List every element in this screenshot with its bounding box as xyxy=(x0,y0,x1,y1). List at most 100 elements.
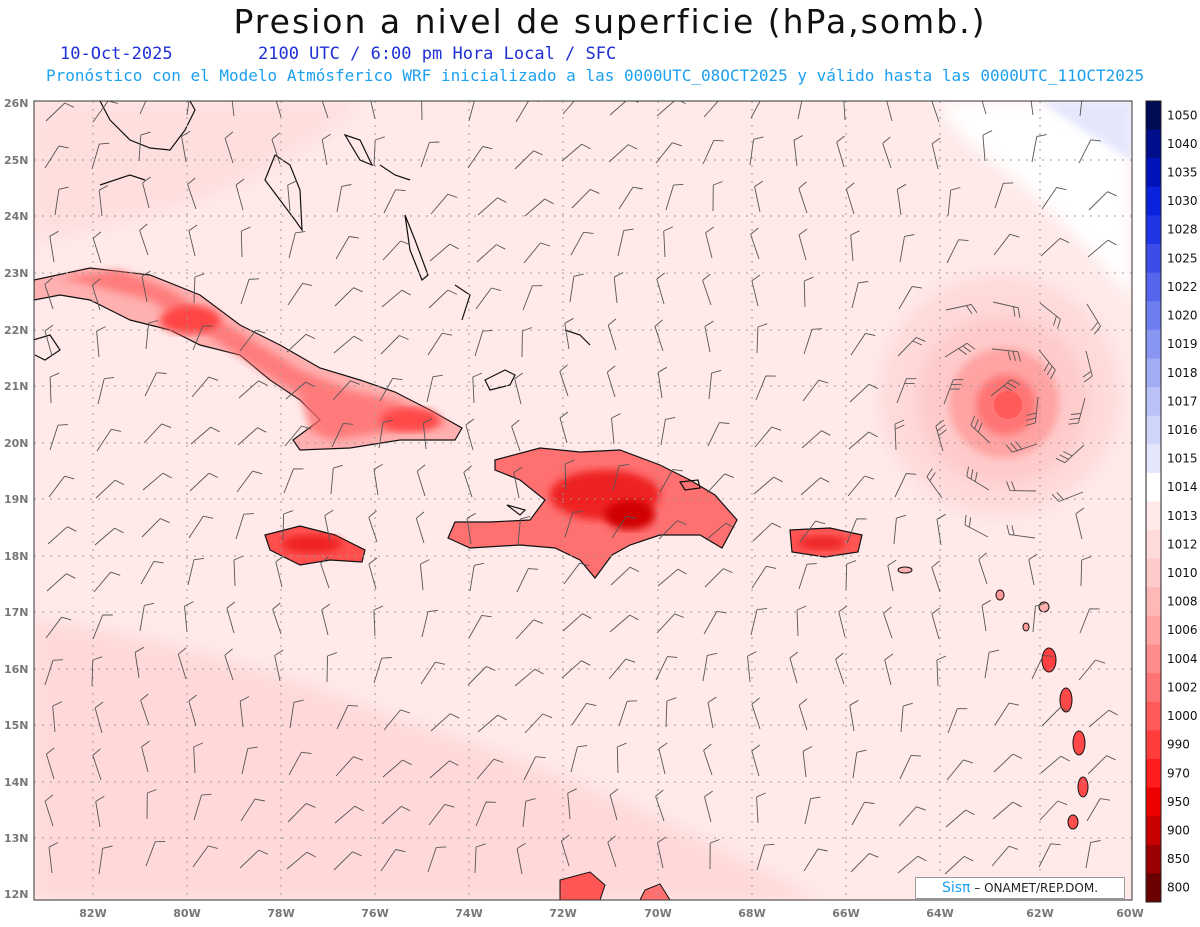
wind-barb xyxy=(238,380,268,399)
wind-barb xyxy=(970,415,991,444)
wind-barb xyxy=(606,365,616,398)
wind-barb xyxy=(523,242,551,264)
colorbar-label: 1000 xyxy=(1167,709,1198,723)
wind-barb xyxy=(44,277,54,310)
colorbar-label: 800 xyxy=(1167,881,1190,895)
sispi-logo: Sisπ xyxy=(941,880,971,896)
wind-barb xyxy=(656,613,685,634)
wind-barb xyxy=(607,835,617,868)
wind-barb xyxy=(618,700,638,727)
wind-barb xyxy=(419,559,430,591)
wind-barb xyxy=(702,139,724,165)
wind-barb xyxy=(943,379,964,405)
wind-barb xyxy=(44,794,54,827)
wind-barb xyxy=(936,655,947,687)
wind-barb xyxy=(660,416,676,446)
wind-barb xyxy=(430,713,460,732)
wind-barb xyxy=(373,657,392,684)
wind-barb xyxy=(94,527,124,546)
wind-barb xyxy=(469,562,485,592)
colorbar-label: 850 xyxy=(1167,852,1190,866)
wind-barb xyxy=(192,325,213,351)
wind-barb xyxy=(896,183,907,216)
lon-label: 82W xyxy=(79,907,106,920)
lon-label: 70W xyxy=(644,907,671,920)
wind-barb xyxy=(992,301,1021,318)
wind-barb xyxy=(288,751,312,776)
wind-barb xyxy=(94,701,104,734)
wind-barb xyxy=(798,698,808,731)
wind-barb xyxy=(797,101,803,120)
wind-barb xyxy=(1088,709,1118,728)
wind-barb xyxy=(134,646,145,679)
wind-barb xyxy=(1088,191,1117,211)
wind-barb xyxy=(516,842,526,875)
wind-barb xyxy=(657,836,667,869)
wind-barb xyxy=(513,466,523,499)
wind-barb xyxy=(896,378,917,404)
colorbar-swatch xyxy=(1146,558,1161,588)
colorbar-label: 1013 xyxy=(1167,509,1198,523)
jamaica-land xyxy=(264,525,366,566)
wind-barb xyxy=(192,845,219,868)
wind-barb xyxy=(1040,237,1070,257)
wind-barb xyxy=(420,141,440,168)
wind-barb xyxy=(239,329,266,352)
wind-barb xyxy=(96,428,122,452)
wind-barb xyxy=(383,709,411,731)
wind-barb xyxy=(514,150,543,170)
lon-label: 60W xyxy=(1116,907,1143,920)
wind-barb xyxy=(1082,350,1093,383)
colorbar-swatch xyxy=(1146,358,1161,388)
wind-barb xyxy=(564,459,575,491)
wind-barb xyxy=(1078,659,1106,681)
wind-barb xyxy=(91,142,110,170)
longitude-labels: 82W 80W 78W 76W 74W 72W 70W 68W 66W 64W … xyxy=(79,907,1143,920)
wind-barb xyxy=(468,614,492,639)
wind-barb xyxy=(333,851,362,871)
wind-barb xyxy=(1051,491,1084,502)
wind-barb xyxy=(655,142,682,164)
wind-barb xyxy=(945,304,978,315)
map-title: Presion a nivel de superficie (hPa,somb.… xyxy=(233,2,987,41)
colorbar-label: 970 xyxy=(1167,766,1190,780)
wind-barb xyxy=(944,342,976,358)
wind-barb xyxy=(236,470,263,493)
wind-barb xyxy=(993,233,1020,256)
wind-barb xyxy=(894,419,905,451)
wind-barb xyxy=(750,607,768,636)
wind-barb xyxy=(747,651,757,683)
wind-barb xyxy=(284,425,312,447)
wind-barb xyxy=(239,849,269,869)
colorbar-swatch xyxy=(1146,673,1161,703)
wind-barb xyxy=(1041,187,1067,210)
wind-barb xyxy=(704,790,713,823)
wind-barb xyxy=(523,756,546,781)
wind-barb xyxy=(1055,444,1085,464)
wind-barb xyxy=(52,701,62,733)
wind-barb xyxy=(836,135,845,168)
wind-barb xyxy=(886,101,893,122)
wind-barb xyxy=(430,193,458,215)
wind-barb xyxy=(567,788,577,820)
wind-barb xyxy=(882,136,892,169)
wind-barb xyxy=(1032,602,1046,633)
wind-barb xyxy=(428,289,458,309)
wind-barb xyxy=(472,372,483,404)
wind-barb xyxy=(804,796,821,825)
wind-barb xyxy=(514,668,544,687)
wind-barb xyxy=(331,423,354,448)
wind-barb xyxy=(141,740,150,773)
wind-barb xyxy=(945,809,975,828)
wind-barb xyxy=(752,522,782,542)
wind-barb xyxy=(926,468,943,499)
wind-barb xyxy=(466,512,476,545)
wind-barb xyxy=(237,427,267,446)
wind-barb xyxy=(92,748,102,781)
wind-barb xyxy=(851,801,875,826)
wind-barb xyxy=(332,380,360,401)
wind-barb xyxy=(287,802,316,823)
wind-barb xyxy=(947,187,961,217)
wind-barb xyxy=(177,647,187,680)
wind-barb xyxy=(49,230,59,263)
